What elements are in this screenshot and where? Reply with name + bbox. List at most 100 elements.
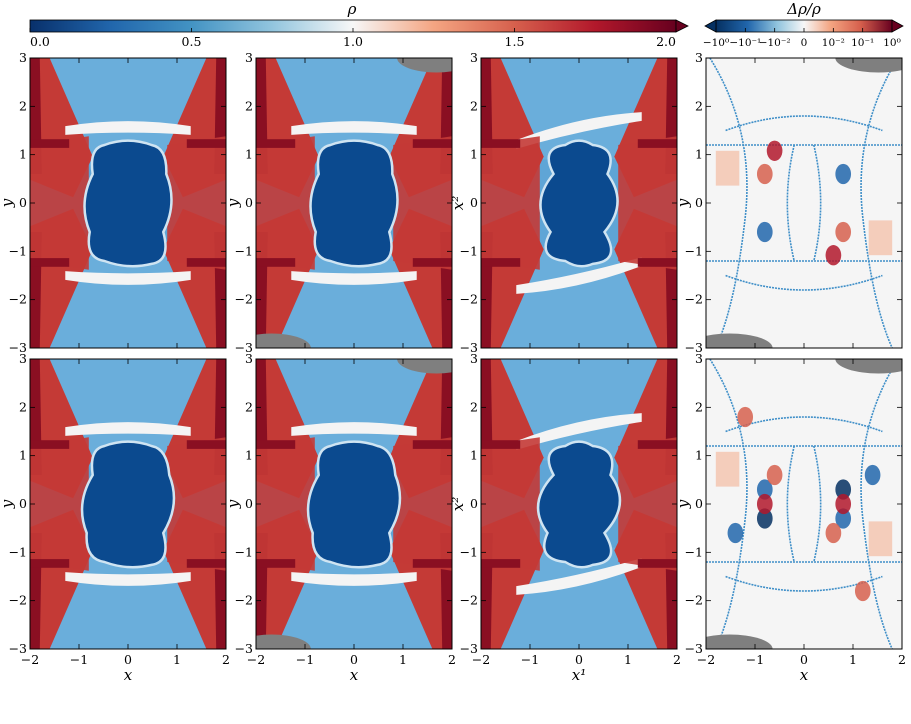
y-tick-label: −1 [235,243,253,258]
x-axis-label: x [350,666,359,684]
x-tick-label: 0 [575,652,583,667]
diff-blob [737,406,754,428]
x-tick-label: −2 [472,652,490,667]
y-tick-label: 2 [245,399,253,414]
y-tick-label: −3 [460,340,478,355]
dense-core [309,139,399,268]
y-tick-label: −3 [235,340,253,355]
y-tick-label: 1 [245,448,253,463]
diff-blob [825,245,842,266]
panel-grid: −3−2−10123y−3−2−10123y−3−2−10123x²−3−2−1… [0,50,906,684]
sheath-band [516,413,642,450]
y-tick-label: −2 [9,593,27,608]
y-axis-label: y [0,198,16,208]
y-tick-label: 2 [695,399,703,414]
y-tick-label: 3 [245,50,253,65]
diff-blob [835,479,852,500]
shock-trace [709,58,748,348]
y-tick-label: −3 [9,641,27,656]
diff-blob [766,140,783,161]
y-tick-label: 3 [19,351,27,366]
x-tick-label: −2 [21,652,39,667]
x-tick-label: 0 [124,652,132,667]
y-tick-label: 1 [245,147,253,162]
x-tick-label: 1 [849,652,857,667]
diff-background [706,359,902,649]
y-tick-label: 3 [245,351,253,366]
y-axis-label: x² [449,196,467,210]
y-tick-label: 0 [470,496,478,511]
y-tick-label: −2 [460,593,478,608]
y-tick-label: −1 [460,243,478,258]
diff-blob [756,221,773,243]
colorbar-diff-tick-label: 10⁰ [883,37,901,49]
y-axis-label: y [674,198,692,208]
diff-blob [727,522,744,544]
colorbar-diff-tick-label: −10⁰ [703,37,729,49]
y-tick-label: 3 [695,50,703,65]
sheath-band [291,422,417,436]
panel-top-3: −3 −2 −1 0 1 2 3 x² [449,50,678,355]
sheath-band [291,271,417,285]
sheath-band [516,558,642,595]
colorbar-rho: ρ 0.0 0.5 1.0 1.5 2.0 [29,0,689,49]
y-axis-label: y [674,499,692,509]
colorbar-diff-ticks: −10⁰ −10⁻¹−10⁻² 0 10⁻² 10⁻¹ 10⁰ [703,28,901,49]
y-tick-label: 2 [19,399,27,414]
shock-trace [860,58,899,348]
y-axis-label: y [224,198,242,208]
y-tick-label: −1 [460,544,478,559]
diff-blob [756,493,773,515]
y-tick-label: −1 [685,243,703,258]
colorbar-diff-extend-min [704,19,717,33]
masked-region [706,333,773,348]
y-tick-label: 3 [470,50,478,65]
colorbar-rho-title: ρ [347,0,357,18]
diff-blob [756,163,773,185]
y-tick-label: 1 [470,448,478,463]
y-tick-label: −2 [235,292,253,307]
colorbar-rho-tick-label: 1.0 [343,34,363,49]
y-axis-label: x² [449,497,467,511]
dense-core [80,440,176,569]
diff-blob [756,508,773,529]
shock-trace [786,445,795,563]
dense-core [536,440,622,569]
masked-region [256,634,311,649]
diff-blob [835,163,852,185]
x-tick-label: 2 [222,652,230,667]
x-tick-label: 2 [898,652,906,667]
sheath-band [65,121,191,135]
colorbar-diff-tick-label: −10⁻² [759,37,791,49]
colorbar-diff-tick-label: 0 [801,37,808,49]
colorbar-rho-tick-label: 0.0 [30,34,50,49]
x-axis-label: x¹ [572,666,586,684]
y-tick-label: 0 [19,195,27,210]
x-tick-label: −2 [247,652,265,667]
x-tick-label: −1 [70,652,88,667]
diff-blob [835,508,852,529]
y-tick-label: 3 [19,50,27,65]
colorbar-diff-tick-label: 10⁻¹ [851,37,874,49]
y-tick-label: 1 [695,448,703,463]
y-tick-label: −2 [685,292,703,307]
shock-trace [786,144,795,262]
x-tick-label: −1 [296,652,314,667]
shock-trace [813,144,822,262]
y-tick-label: 1 [470,147,478,162]
masked-region [397,58,452,73]
y-tick-label: 2 [470,98,478,113]
y-tick-label: 0 [695,195,703,210]
diff-blob [835,493,852,515]
colorbar-diff: Δρ/ρ −10⁰ −10⁻¹−10⁻² 0 10⁻² 10⁻¹ 10⁰ [703,0,904,49]
y-tick-label: 0 [245,496,253,511]
colorbar-rho-ticks: 0.0 0.5 1.0 1.5 2.0 [29,28,677,49]
panel-top-2: −3 −2 −1 0 1 2 3 y [224,50,453,355]
x-tick-label: −2 [697,652,715,667]
colorbar-diff-tick-label: 10⁻² [822,37,845,49]
y-tick-label: 2 [245,98,253,113]
colorbar-rho-tick-label: 0.5 [182,34,202,49]
